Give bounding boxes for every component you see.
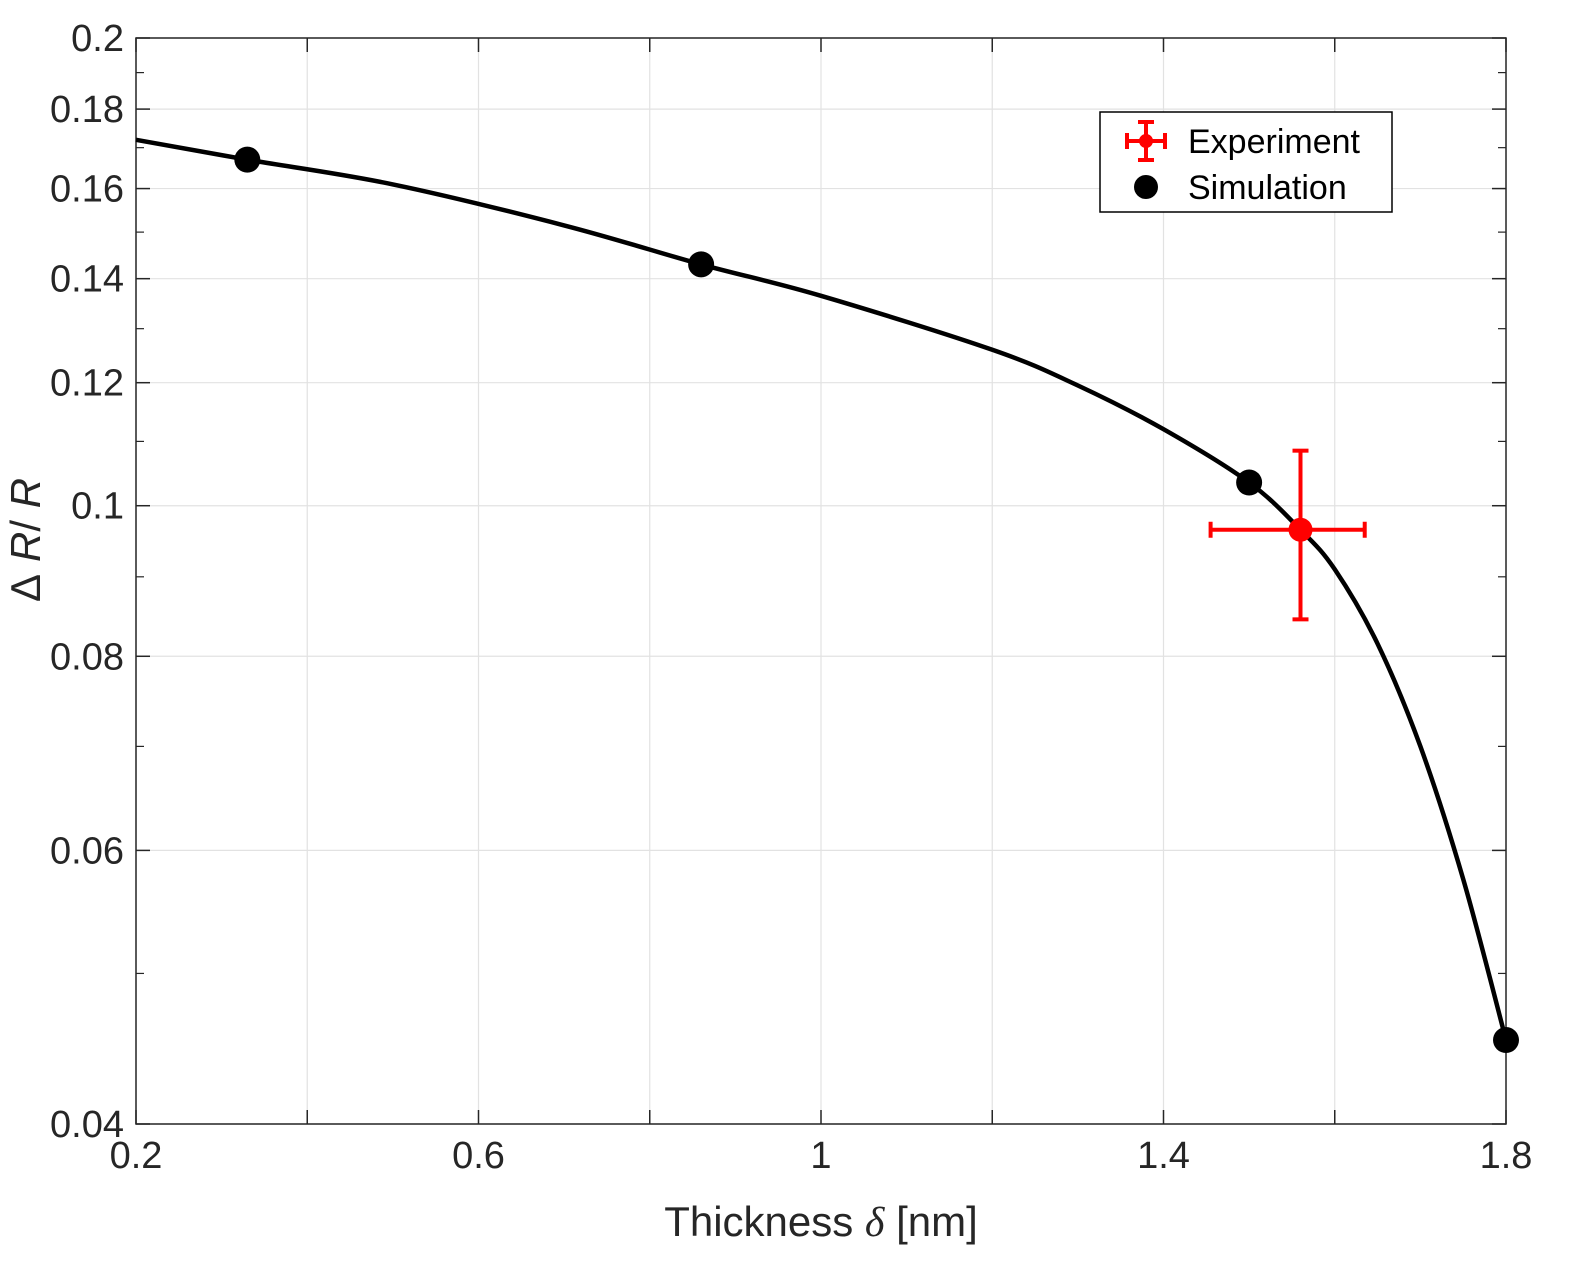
legend-simulation-icon	[1134, 175, 1158, 199]
y-axis-title-delta: Δ	[2, 574, 49, 602]
plot-frame	[135, 37, 1507, 1125]
legend-experiment-label: Experiment	[1188, 123, 1361, 161]
y-tick-label: 0.1	[71, 486, 124, 528]
legend: Experiment Simulation	[1099, 111, 1393, 213]
simulation-point	[1493, 1027, 1519, 1054]
y-tick-label: 0.08	[50, 636, 124, 678]
legend-experiment-icon	[1125, 120, 1167, 162]
y-tick-label: 0.18	[50, 89, 124, 131]
y-axis-title-r2: R	[2, 478, 49, 508]
y-tick-label: 0.16	[50, 169, 124, 211]
y-tick-label: 0.12	[50, 363, 124, 405]
legend-simulation-label: Simulation	[1188, 169, 1347, 207]
x-tick-label: 0.2	[110, 1135, 163, 1177]
x-axis-title-symbol: δ	[865, 1200, 886, 1246]
y-axis-title: ΔR/ R	[2, 478, 49, 602]
x-tick-label: 1.4	[1137, 1135, 1190, 1177]
tick-label-layer: 0.2 0.6 1 1.4 1.8 0.04 0.06 0.08 0.1 0.12 0.14 0.16…	[50, 18, 1532, 1177]
fit-curve-layer	[135, 137, 1509, 1041]
x-axis-title-suffix: [nm]	[884, 1198, 977, 1245]
marker-layer	[234, 146, 1519, 1054]
x-tick-label: 1.8	[1480, 1135, 1533, 1177]
simulation-point	[688, 251, 715, 278]
y-tick-label: 0.04	[50, 1104, 124, 1146]
y-tick-label: 0.2	[71, 18, 124, 60]
x-tick-label: 1	[810, 1135, 831, 1177]
y-tick-label: 0.14	[50, 259, 124, 301]
x-tick-label: 0.6	[452, 1135, 505, 1177]
fit-curve-line	[135, 137, 1509, 1041]
y-tick-label: 0.06	[50, 830, 124, 872]
experiment-point	[1288, 517, 1313, 542]
y-axis-title-slash: /	[2, 508, 49, 531]
y-axis-title-r1: R	[2, 532, 49, 562]
simulation-point	[1236, 469, 1263, 496]
x-axis-title-prefix: Thickness	[664, 1198, 865, 1245]
simulation-point	[234, 146, 261, 173]
x-axis-title: Thickness δ [nm]	[664, 1198, 978, 1246]
